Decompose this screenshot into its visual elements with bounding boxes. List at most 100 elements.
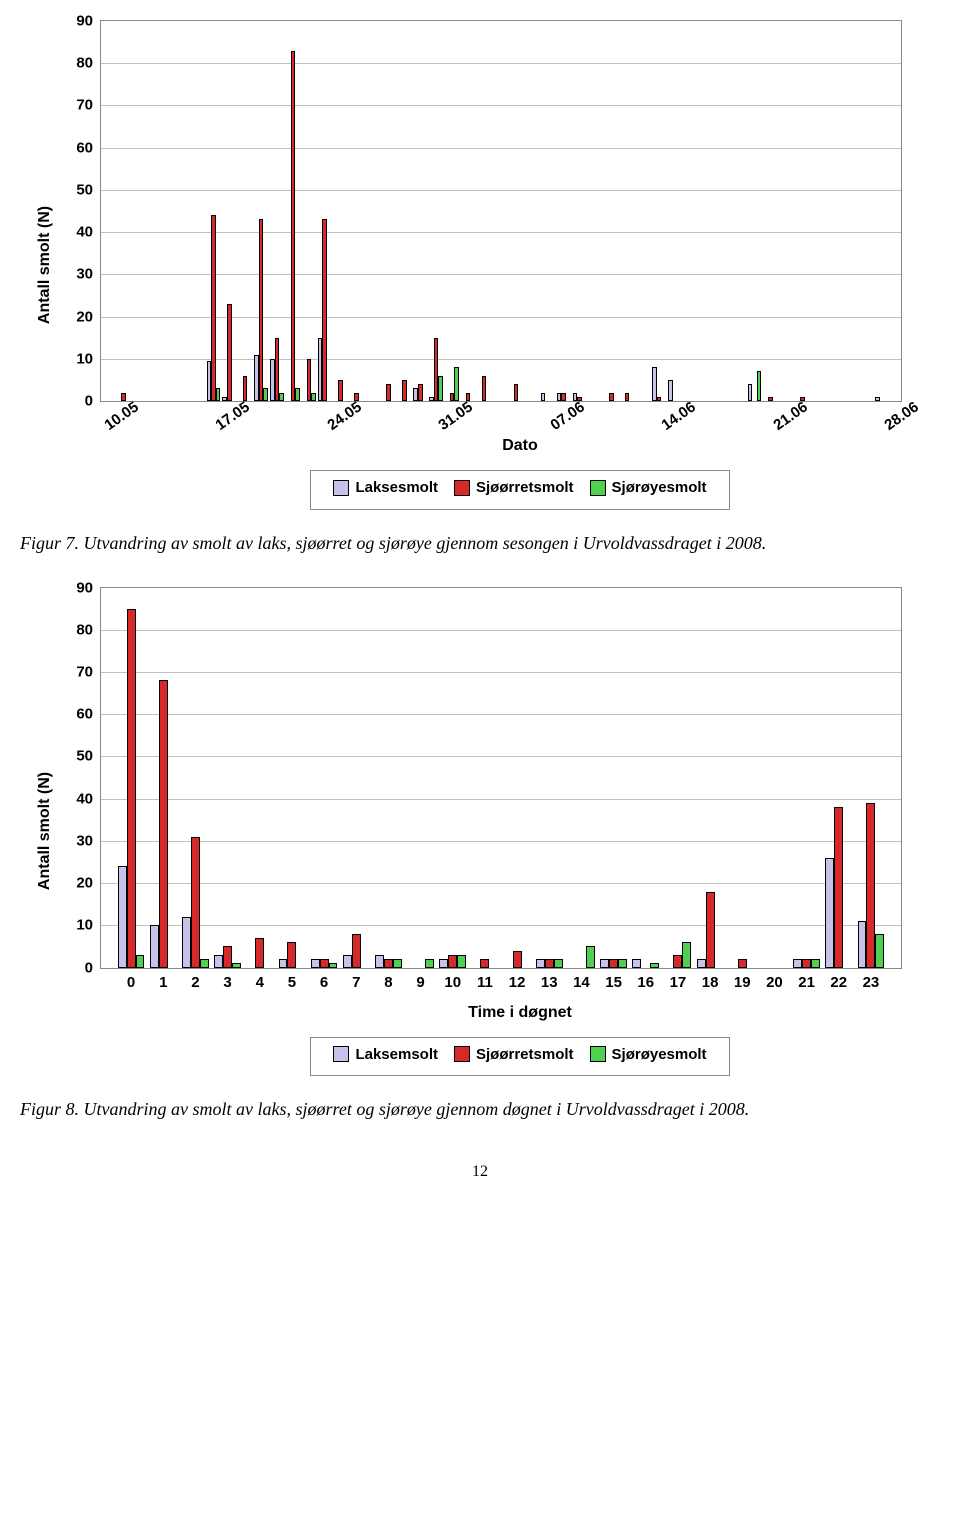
legend-item: Sjøørretsmolt — [454, 479, 574, 496]
y-tick: 90 — [76, 13, 101, 30]
bar — [825, 858, 834, 968]
bar — [554, 959, 563, 967]
x-tick: 1 — [159, 968, 167, 991]
x-tick: 18 — [702, 968, 719, 991]
chart1-legend: Laksesmolt Sjøørretsmolt Sjørøyesmolt — [100, 470, 940, 510]
legend-item: Sjørøyesmolt — [590, 1046, 707, 1063]
bar — [757, 371, 762, 401]
bar — [338, 380, 343, 401]
chart2-x-label: Time i døgnet — [100, 1004, 940, 1022]
bar — [418, 384, 423, 401]
x-tick: 8 — [384, 968, 392, 991]
bar — [480, 959, 489, 967]
chart2-legend: Laksemsolt Sjøørretsmolt Sjørøyesmolt — [100, 1037, 940, 1077]
y-tick: 60 — [76, 706, 101, 723]
bar — [279, 959, 288, 967]
bar — [457, 955, 466, 968]
x-tick: 21 — [798, 968, 815, 991]
x-tick: 10.05 — [96, 390, 142, 434]
legend-item: Laksesmolt — [333, 479, 438, 496]
y-tick: 40 — [76, 224, 101, 241]
bar — [632, 959, 641, 967]
bar — [255, 938, 264, 968]
bar — [618, 959, 627, 967]
figure-8-caption: Figur 8. Utvandring av smolt av laks, sj… — [20, 1096, 940, 1123]
legend-label: Sjøørretsmolt — [476, 1046, 574, 1063]
x-tick: 19 — [734, 968, 751, 991]
legend-item: Sjøørretsmolt — [454, 1046, 574, 1063]
bar — [682, 942, 691, 967]
bar — [275, 338, 280, 401]
bar — [738, 959, 747, 967]
bar — [386, 384, 391, 401]
x-tick: 2 — [191, 968, 199, 991]
x-tick: 10 — [444, 968, 461, 991]
x-tick: 28.06 — [876, 390, 922, 434]
legend-item: Laksemsolt — [333, 1046, 438, 1063]
legend-swatch — [590, 480, 606, 496]
bar — [375, 955, 384, 968]
bar — [182, 917, 191, 968]
bar — [211, 215, 216, 401]
bar — [439, 959, 448, 967]
y-tick: 70 — [76, 663, 101, 680]
legend-swatch — [333, 480, 349, 496]
y-tick: 20 — [76, 875, 101, 892]
bar — [586, 946, 595, 967]
bar — [150, 925, 159, 967]
chart2-plot-area: 0102030405060708090012345678910111213141… — [100, 587, 902, 969]
bar — [136, 955, 145, 968]
x-tick: 13 — [541, 968, 558, 991]
bar — [279, 393, 284, 401]
legend-label: Sjøørretsmolt — [476, 479, 574, 496]
y-tick: 80 — [76, 55, 101, 72]
bar — [875, 397, 880, 401]
x-tick: 17 — [670, 968, 687, 991]
y-tick: 60 — [76, 139, 101, 156]
y-tick: 0 — [85, 393, 101, 410]
y-tick: 30 — [76, 266, 101, 283]
page-number: 12 — [20, 1163, 940, 1181]
x-tick: 3 — [223, 968, 231, 991]
legend-label: Sjørøyesmolt — [612, 479, 707, 496]
x-tick: 23 — [863, 968, 880, 991]
bar — [402, 380, 407, 401]
y-tick: 40 — [76, 790, 101, 807]
legend-swatch — [590, 1046, 606, 1062]
bar — [191, 837, 200, 968]
legend-item: Sjørøyesmolt — [590, 479, 707, 496]
bar — [514, 384, 519, 401]
x-tick: 0 — [127, 968, 135, 991]
x-tick: 20 — [766, 968, 783, 991]
bar — [287, 942, 296, 967]
legend-label: Laksesmolt — [355, 479, 438, 496]
bar — [466, 393, 471, 401]
bar — [291, 51, 296, 401]
bar — [352, 934, 361, 968]
bar — [834, 807, 843, 967]
bar — [393, 959, 402, 967]
chart2-y-label: Antall smolt (N) — [36, 772, 54, 890]
y-tick: 80 — [76, 621, 101, 638]
chart1-x-label: Dato — [100, 437, 940, 455]
bar — [697, 959, 706, 967]
chart-1: Antall smolt (N) 010203040506070809010.0… — [100, 20, 940, 510]
bar — [657, 397, 662, 401]
y-tick: 10 — [76, 350, 101, 367]
bar — [513, 951, 522, 968]
bar — [673, 955, 682, 968]
bar — [609, 959, 618, 967]
bar — [159, 680, 168, 967]
legend-swatch — [454, 1046, 470, 1062]
bar — [561, 393, 566, 401]
bar — [448, 955, 457, 968]
bar — [320, 959, 329, 967]
bar — [545, 959, 554, 967]
y-tick: 10 — [76, 917, 101, 934]
x-tick: 7 — [352, 968, 360, 991]
bar — [232, 963, 241, 967]
bar — [311, 959, 320, 967]
bar — [600, 959, 609, 967]
bar — [329, 963, 338, 967]
bar — [800, 397, 805, 401]
